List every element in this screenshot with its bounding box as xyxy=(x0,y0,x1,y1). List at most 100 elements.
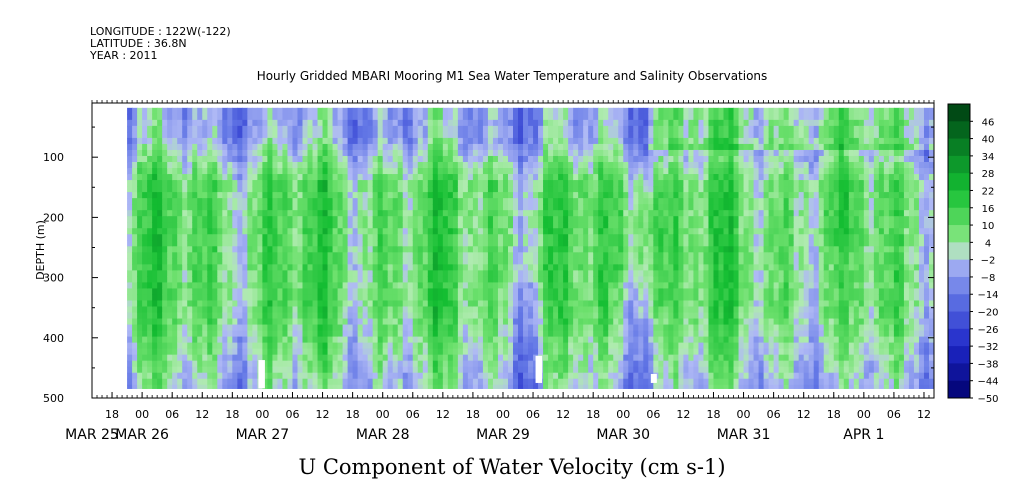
heat-cell xyxy=(292,366,299,374)
heat-cell xyxy=(568,300,574,308)
heat-cell xyxy=(192,240,198,247)
heat-cell xyxy=(352,204,359,211)
heat-cell xyxy=(297,210,304,217)
heat-cell xyxy=(282,294,289,302)
heat-cell xyxy=(643,162,649,169)
heat-cell xyxy=(543,270,549,277)
heat-cell xyxy=(487,228,494,235)
heat-cell xyxy=(442,342,449,350)
heat-cell xyxy=(598,246,604,253)
heat-cell xyxy=(538,258,544,265)
heat-cell xyxy=(618,264,624,271)
heat-cell xyxy=(187,294,193,302)
heat-cell xyxy=(553,342,559,350)
heat-cell xyxy=(342,270,349,277)
heat-cell xyxy=(202,162,208,169)
heat-cell xyxy=(497,348,504,356)
heat-cell xyxy=(142,162,148,169)
heat-cell xyxy=(372,234,379,241)
heat-cell xyxy=(457,246,464,253)
heat-cell xyxy=(152,125,158,133)
heat-cell xyxy=(257,252,263,259)
heat-cell xyxy=(402,348,409,356)
heat-cell xyxy=(417,228,424,235)
heat-cell xyxy=(583,306,589,314)
heat-cell xyxy=(242,113,248,121)
heat-cell xyxy=(507,192,514,199)
heat-cell xyxy=(407,306,414,314)
heat-cell xyxy=(648,246,654,253)
heat-cell xyxy=(267,162,274,169)
heat-cell xyxy=(292,318,299,326)
heat-cell xyxy=(613,384,619,389)
heat-cell xyxy=(387,324,394,332)
heat-cell xyxy=(563,168,569,175)
heat-cell xyxy=(507,204,514,211)
heat-cell xyxy=(638,234,644,241)
heat-cell xyxy=(623,198,629,205)
heat-cell xyxy=(462,168,469,175)
heat-cell xyxy=(462,354,469,362)
heat-cell xyxy=(152,288,158,296)
heat-cell xyxy=(342,143,349,151)
heat-cell xyxy=(528,330,534,338)
heat-cell xyxy=(382,288,389,296)
heat-cell xyxy=(608,282,614,290)
heat-cell xyxy=(568,180,574,187)
heat-cell xyxy=(232,149,238,157)
heat-cell xyxy=(342,378,349,386)
heat-cell xyxy=(397,155,404,163)
heat-cell xyxy=(402,180,409,187)
heat-cell xyxy=(598,294,604,302)
heat-cell xyxy=(292,228,299,235)
heat-cell xyxy=(402,366,409,374)
heat-cell xyxy=(513,186,519,193)
heat-cell xyxy=(242,264,248,271)
heat-cell xyxy=(147,143,153,151)
heat-cell xyxy=(563,270,569,277)
heat-cell xyxy=(407,125,414,133)
heat-cell xyxy=(197,216,203,223)
heat-cell xyxy=(613,137,619,145)
heat-cell xyxy=(487,264,494,271)
heat-cell xyxy=(257,342,263,350)
heat-cell xyxy=(367,330,374,338)
heat-cell xyxy=(523,210,529,217)
heat-cell xyxy=(422,240,429,247)
heat-cell xyxy=(257,270,263,277)
heat-cell xyxy=(447,216,454,223)
heat-cell xyxy=(342,119,349,127)
heat-cell xyxy=(192,168,198,175)
heat-cell xyxy=(352,216,359,223)
heat-cell xyxy=(307,306,314,314)
heat-cell xyxy=(452,300,459,308)
heat-cell xyxy=(157,143,163,151)
heat-cell xyxy=(192,294,198,302)
heat-cell xyxy=(487,107,494,115)
heat-cell xyxy=(377,294,384,302)
heat-cell xyxy=(262,246,269,253)
heat-cell xyxy=(227,378,233,386)
heat-cell xyxy=(372,149,379,157)
heat-cell xyxy=(342,222,349,229)
heat-cell xyxy=(167,252,173,259)
heat-cell xyxy=(457,276,464,284)
heat-cell xyxy=(227,125,233,133)
heat-cell xyxy=(638,137,644,145)
heat-cell xyxy=(197,137,203,145)
heat-cell xyxy=(427,162,434,169)
heat-cell xyxy=(302,372,309,380)
heat-cell xyxy=(497,131,504,139)
heat-cell xyxy=(603,378,609,386)
heat-cell xyxy=(558,318,564,326)
heat-cell xyxy=(377,107,384,115)
heat-cell xyxy=(132,366,138,374)
heat-cell xyxy=(322,270,329,277)
heat-cell xyxy=(482,162,489,169)
heat-cell xyxy=(653,204,659,211)
heat-cell xyxy=(558,155,564,163)
heat-cell xyxy=(157,282,163,290)
heat-cell xyxy=(337,131,344,139)
heat-cell xyxy=(132,174,138,181)
heat-cell xyxy=(482,131,489,139)
